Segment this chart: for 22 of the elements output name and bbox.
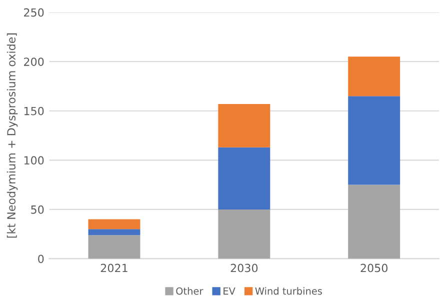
bar [88,229,140,236]
y-tick-label: 150 [24,106,44,116]
y-tick-label: 200 [24,58,44,66]
x-tick-label: 2021 [100,264,128,272]
y-tick-label: 100 [24,156,44,165]
y-axis-title: [kt Neodymium + Dysprosium oxide] [6,33,18,238]
legend-label: EV [224,287,236,295]
bar [218,209,270,259]
bar [88,219,140,230]
bar [218,104,270,148]
x-tick-label: 2030 [230,264,258,272]
x-tick-label: 2050 [360,264,388,272]
y-tick-label: 0 [38,254,44,264]
bar [218,147,270,210]
bar [348,96,400,185]
legend-label: Wind turbines [255,287,322,295]
y-tick-label: 50 [31,205,44,214]
legend-label: Other [176,287,204,295]
y-tick-label: 250 [24,8,44,17]
bar [348,56,400,96]
bar [348,184,400,259]
bar [88,235,140,259]
